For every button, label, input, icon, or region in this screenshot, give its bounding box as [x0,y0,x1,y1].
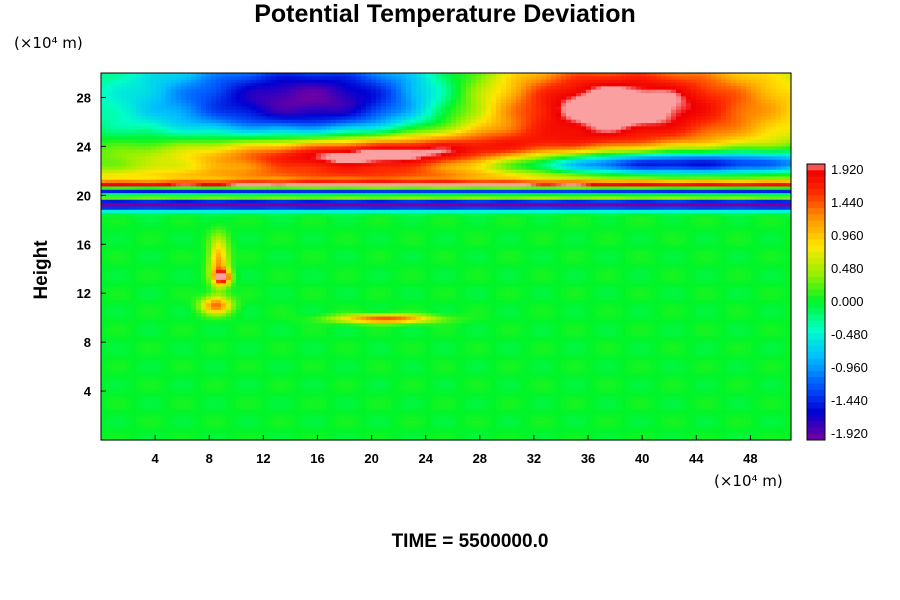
y-tick-label: 20 [77,188,91,203]
colorbar-segment [807,264,825,272]
colorbar-segment [807,433,825,441]
colorbar-segment [807,233,825,240]
colorbar-segment [807,327,825,334]
colorbar-segment [807,245,825,253]
colorbar-segment [807,371,825,378]
colorbar-segment [807,182,825,190]
colorbar-segment [807,302,825,309]
colorbar-segment [807,170,825,178]
colorbar-segment [807,377,825,385]
plot-frame [100,72,792,441]
colorbar-tick-label: 0.000 [831,294,864,309]
y-tick-label: 8 [84,335,91,350]
x-tick-label: 40 [635,451,649,466]
colorbar-segment [807,189,825,196]
colorbar-segment [807,295,825,303]
colorbar-segment [807,226,825,234]
colorbar: 1.920 1.440 0.960 0.480 0.000 -0.480 -0.960 -1.… [806,162,868,441]
colorbar-segment [807,258,825,265]
colorbar-segment [807,414,825,422]
colorbar-segment [807,276,825,284]
colorbar-tick-label: 1.920 [831,162,864,177]
y-axis: 4 8 12 16 20 24 28 [77,90,106,399]
colorbar-segment [807,383,825,391]
y-tick-label: 16 [77,237,91,252]
colorbar-segment [807,220,825,228]
colorbar-tick-label: -0.480 [831,327,868,342]
y-tick-label: 28 [77,90,91,105]
colorbar-segment [807,396,825,403]
x-tick-label: 12 [256,451,270,466]
colorbar-segment [807,176,825,184]
colorbar-segment [807,345,825,353]
x-tick-label: 24 [418,451,433,466]
colorbar-tick-label: 0.960 [831,228,864,243]
colorbar-segment [807,251,825,259]
colorbar-segment [807,164,825,171]
x-tick-label: 44 [689,451,704,466]
colorbar-segment [807,239,825,247]
chart-title: Potential Temperature Deviation [254,0,636,28]
colorbar-segment [807,207,825,215]
colorbar-segment [807,389,825,397]
colorbar-segment [807,289,825,297]
colorbar-tick-label: 0.480 [831,261,864,276]
colorbar-segment [807,408,825,416]
colorbar-segment [807,283,825,290]
colorbar-segment [807,427,825,435]
y-tick-label: 12 [77,286,91,301]
colorbar-segment [807,364,825,372]
colorbar-segment [807,201,825,209]
colorbar-segment [807,402,825,410]
colorbar-segment [807,314,825,322]
x-tick-label: 16 [310,451,324,466]
colorbar-frame [806,163,826,441]
x-tick-label: 4 [152,451,160,466]
colorbar-segment [807,358,825,366]
colorbar-tick-label: -1.920 [831,426,868,441]
heatmap-field [101,73,792,441]
colorbar-segment [807,339,825,347]
x-tick-label: 8 [206,451,213,466]
x-axis: 4 8 12 16 20 24 28 32 36 40 44 48 [152,435,758,466]
colorbar-segment [807,421,825,428]
colorbar-segment [807,320,825,328]
colorbar-segment [807,214,825,221]
y-tick-label: 4 [84,384,92,399]
colorbar-segment [807,333,825,341]
colorbar-tick-label: -1.440 [831,393,868,408]
x-tick-label: 32 [527,451,541,466]
x-axis-unit: (×10⁴ m) [714,472,783,490]
time-label: TIME = 5500000.0 [391,531,549,552]
x-tick-label: 28 [473,451,487,466]
y-tick-label: 24 [77,139,92,154]
colorbar-segment [807,195,825,203]
x-tick-label: 48 [743,451,757,466]
colorbar-segment [807,308,825,316]
x-tick-label: 20 [364,451,378,466]
colorbar-tick-label: 1.440 [831,195,864,210]
colorbar-tick-label: -0.960 [831,360,868,375]
colorbar-segment [807,352,825,359]
colorbar-segment [807,270,825,278]
x-tick-label: 36 [581,451,595,466]
y-axis-unit: (×10⁴ m) [14,34,83,52]
